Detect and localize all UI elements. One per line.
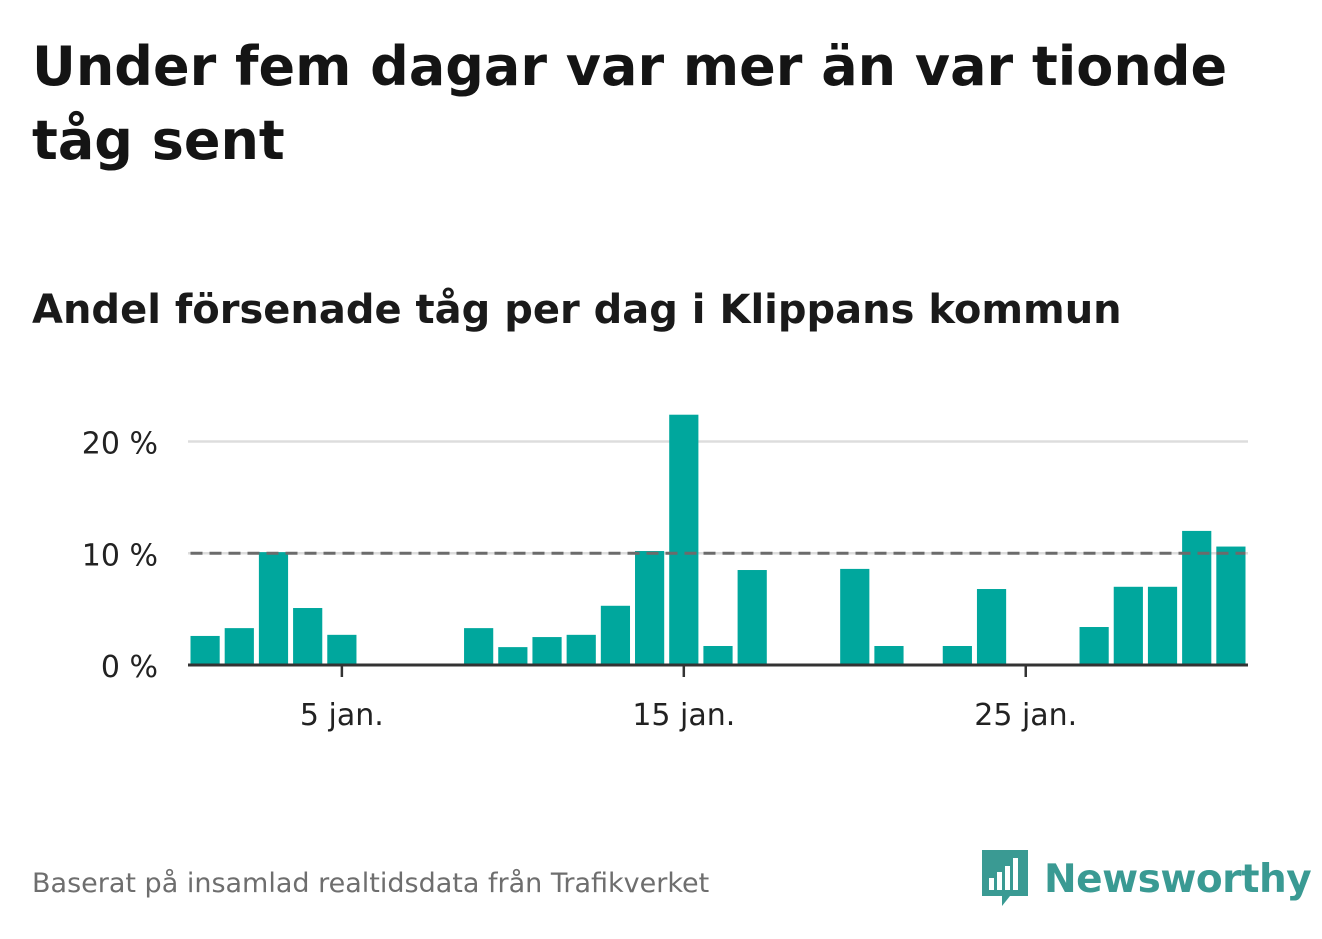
y-tick-label: 20 % (82, 427, 158, 462)
chart-subtitle: Andel försenade tåg per dag i Klippans k… (32, 287, 1122, 333)
x-axis-ticks: 5 jan. 15 jan. 25 jan. (300, 665, 1077, 733)
bar (1216, 546, 1246, 665)
y-tick-label: 0 % (101, 650, 158, 685)
y-tick-label: 10 % (82, 538, 158, 573)
bar (532, 637, 562, 665)
bar (874, 646, 904, 665)
bar (327, 634, 357, 665)
bar (498, 647, 528, 665)
bars (190, 414, 1246, 665)
x-tick-label: 15 jan. (632, 698, 735, 733)
bar (976, 589, 1007, 665)
source-note: Baserat på insamlad realtidsdata från Tr… (32, 868, 710, 899)
x-tick-label: 25 jan. (974, 698, 1077, 733)
bar-chart-speech-bubble-icon (982, 850, 1028, 906)
chart-title: Under fem dagar var mer än var tionde tå… (32, 35, 1228, 172)
bar (942, 646, 972, 665)
x-tick-label: 5 jan. (300, 698, 384, 733)
bar (600, 605, 631, 665)
bar (464, 628, 494, 665)
bar (1079, 627, 1109, 665)
y-axis-tick-labels: 0 % 10 % 20 % (82, 427, 158, 685)
bar (703, 646, 733, 665)
bar (737, 570, 767, 665)
brand-logo-group: Newsworthy (980, 848, 1312, 910)
bar (293, 608, 323, 665)
bar (224, 628, 254, 665)
bar (258, 552, 289, 665)
bar (566, 634, 596, 665)
bar-chart: 0 % 10 % 20 % 5 jan. 15 jan. 25 jan. (82, 414, 1248, 733)
gridlines (188, 440, 1248, 555)
bar (840, 568, 870, 665)
bar (1113, 586, 1143, 665)
bar (1182, 530, 1212, 665)
brand-name: Newsworthy (1044, 856, 1312, 902)
bar (669, 414, 699, 665)
bar (190, 635, 220, 665)
bar (635, 551, 665, 665)
bar (1147, 586, 1178, 665)
